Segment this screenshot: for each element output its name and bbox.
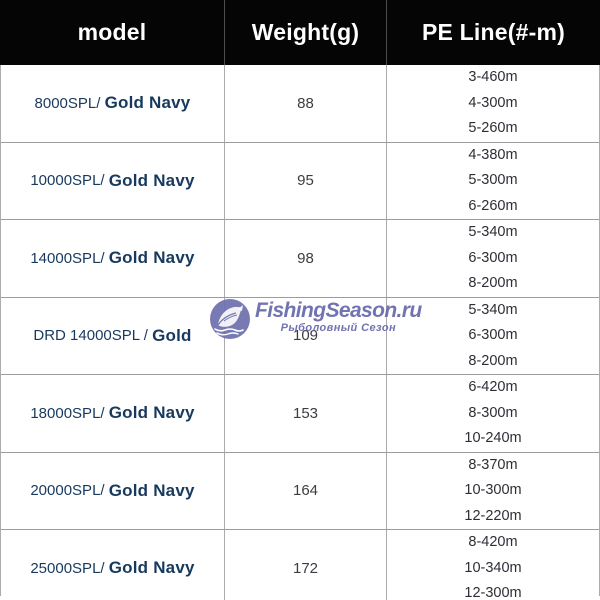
table-row: 25000SPL/ Gold Navy 172 8-420m 10-340m 1… (1, 530, 599, 600)
pe-line-value: 8-300m (468, 404, 518, 421)
pe-line-value: 5-340m (468, 224, 518, 240)
weight-value: 109 (292, 327, 319, 345)
pe-line-value: 5-260m (468, 120, 518, 136)
model-series: Gold Navy (108, 480, 195, 500)
pe-line-value: 5-340m (468, 301, 518, 318)
weight-cell: 164 (225, 452, 387, 529)
pe-line-value: 10-340m (464, 559, 522, 576)
pe-line-cell: 4-380m 5-300m 6-260m (387, 143, 599, 220)
table-row: 10000SPL/ Gold Navy 95 4-380m 5-300m 6-2… (1, 142, 599, 220)
model-number: 10000SPL/ (30, 172, 109, 190)
model-series: Gold Navy (108, 170, 195, 190)
table-row: 14000SPL/ Gold Navy 98 5-340m 6-300m 8-2… (1, 220, 599, 298)
pe-line-value: 10-240m (464, 430, 522, 446)
col-header-model: model (0, 0, 225, 65)
pe-line-value: 6-300m (468, 249, 518, 266)
weight-cell: 88 (225, 65, 387, 142)
pe-line-value: 8-200m (468, 352, 518, 369)
model-number: 25000SPL/ (30, 559, 109, 577)
pe-line-value: 6-420m (468, 379, 518, 395)
weight-cell: 172 (225, 530, 387, 600)
weight-value: 95 (297, 172, 314, 190)
model-cell: 25000SPL/ Gold Navy (1, 530, 225, 600)
pe-line-cell: 8-370m 10-300m 12-220m (387, 453, 599, 530)
col-header-pe-line: PE Line(#-m) (422, 19, 565, 45)
model-cell: 18000SPL/ Gold Navy (1, 375, 225, 452)
model-number: 18000SPL/ (30, 404, 109, 422)
pe-line-cell: 3-460m 4-300m 5-260m (387, 65, 599, 142)
pe-line-value: 12-300m (464, 585, 522, 600)
weight-value: 164 (292, 482, 319, 500)
pe-line-value: 8-200m (468, 275, 518, 291)
weight-value: 88 (297, 94, 314, 112)
pe-line-cell: 6-420m 8-300m 10-240m (387, 375, 599, 452)
pe-line-value: 8-370m (468, 456, 518, 473)
table-body: 8000SPL/ Gold Navy 88 3-460m 4-300m 5-26… (0, 65, 600, 600)
model-cell: 20000SPL/ Gold Navy (1, 452, 225, 529)
model-number: 20000SPL/ (30, 482, 109, 500)
weight-cell: 109 (225, 297, 387, 374)
table-header: model Weight(g) PE Line(#-m) (0, 0, 600, 65)
model-series: Gold Navy (108, 248, 195, 268)
pe-line-value: 12-220m (464, 507, 522, 524)
model-number: 14000SPL/ (30, 249, 109, 267)
model-series: Gold Navy (104, 93, 191, 113)
model-number: 8000SPL/ (34, 94, 105, 112)
pe-line-cell: 5-340m 6-300m 8-200m (387, 220, 599, 297)
table-row: 8000SPL/ Gold Navy 88 3-460m 4-300m 5-26… (1, 65, 599, 143)
model-cell: 8000SPL/ Gold Navy (1, 65, 225, 142)
model-cell: 10000SPL/ Gold Navy (1, 142, 225, 219)
weight-cell: 95 (225, 142, 387, 219)
pe-line-value: 3-460m (468, 69, 518, 85)
model-cell: 14000SPL/ Gold Navy (1, 220, 225, 297)
table-row: 20000SPL/ Gold Navy 164 8-370m 10-300m 1… (1, 452, 599, 530)
weight-value: 98 (297, 249, 314, 267)
pe-line-cell: 8-420m 10-340m 12-300m (387, 530, 599, 600)
weight-cell: 153 (225, 375, 387, 452)
col-header-weight: Weight(g) (225, 0, 387, 65)
model-series: Gold Navy (108, 403, 195, 423)
pe-line-value: 8-420m (468, 534, 518, 550)
weight-cell: 98 (225, 220, 387, 297)
pe-line-value: 5-300m (468, 172, 518, 188)
table-row: 18000SPL/ Gold Navy 153 6-420m 8-300m 10… (1, 375, 599, 453)
model-series: Gold (152, 325, 192, 345)
pe-line-value: 4-380m (468, 146, 518, 163)
pe-line-value: 6-260m (468, 197, 518, 214)
pe-line-cell: 5-340m 6-300m 8-200m (387, 298, 599, 375)
pe-line-value: 6-300m (468, 327, 518, 343)
model-number: DRD 14000SPL / (33, 327, 153, 345)
weight-value: 172 (292, 559, 319, 577)
weight-value: 153 (292, 404, 319, 422)
table-row: DRD 14000SPL / Gold 109 5-340m 6-300m 8-… (1, 297, 599, 375)
model-series: Gold Navy (108, 558, 195, 578)
pe-line-value: 4-300m (468, 94, 518, 111)
pe-line-value: 10-300m (464, 482, 522, 498)
model-cell: DRD 14000SPL / Gold (1, 297, 225, 374)
